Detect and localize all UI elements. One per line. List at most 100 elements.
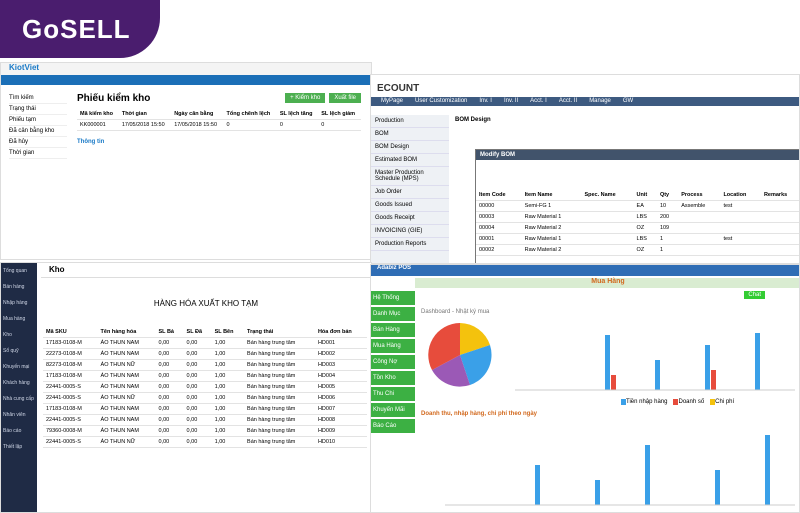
tab[interactable]: Inv. II: [503, 98, 519, 104]
tab[interactable]: Manage: [589, 98, 611, 104]
sidebar-item[interactable]: Goods Receipt: [371, 212, 449, 225]
column-header: Process: [678, 190, 721, 201]
sidebar-item[interactable]: Tổng quan: [3, 268, 27, 274]
cell: test: [720, 200, 761, 212]
cell: 1,00: [211, 337, 245, 349]
cell: 17/05/2018 15:50: [171, 119, 224, 131]
sidebar-item[interactable]: Báo cáo: [3, 428, 22, 434]
button[interactable]: + Kiểm kho: [285, 93, 326, 103]
menu-item[interactable]: Danh Mục: [371, 307, 415, 321]
cell: [581, 233, 634, 245]
sidebar-item[interactable]: INVOICING (GIE): [371, 225, 449, 238]
misa-screen: Tổng quan Bán hàng Nhập hàng Mua hàng Kho Sổ …: [0, 262, 372, 513]
row: 00004 Raw Material 2 OZ 109: [476, 222, 799, 234]
cell: 10: [656, 200, 679, 212]
cell: 0: [223, 119, 277, 131]
button[interactable]: Xuất file: [329, 93, 361, 103]
cell: Bán hàng trung tâm: [244, 403, 315, 415]
row: 17183-0108-M ÁO THUN NAM 0,00 0,00 1,00 Bán h…: [43, 370, 367, 382]
cell: ÁO THUN NAM: [97, 414, 156, 426]
menu-item[interactable]: Thu Chi: [371, 387, 415, 401]
sidebar-item[interactable]: Goods Issued: [371, 199, 449, 212]
tabs: MyPage User Customization Inv. I Inv. II Acc…: [371, 97, 799, 106]
sidebar-item[interactable]: Nhà cung cấp: [3, 396, 34, 402]
cell: 1,00: [211, 425, 245, 437]
table: Mã kiểm kho Thời gian Ngày cân bằng Tổng ch…: [77, 109, 361, 145]
sidebar-item[interactable]: BOM: [371, 128, 449, 141]
menu-item[interactable]: Công Nợ: [371, 355, 415, 369]
cell: 0,00: [155, 359, 184, 371]
cell: 00004: [476, 222, 522, 234]
sidebar-item[interactable]: Nhập hàng: [3, 300, 28, 306]
sidebar-item[interactable]: Khuyến mại: [3, 364, 30, 370]
cell: [720, 244, 761, 256]
cell: [760, 211, 799, 223]
row: 79360-0008-M ÁO THUN NAM 0,00 0,00 1,00 Bán h…: [43, 425, 367, 437]
column-header: SL lệch giảm: [318, 109, 361, 120]
column-header: SL Bả: [155, 327, 184, 338]
row: 22441-0005-S ÁO THUN NỮ 0,00 0,00 1,00 Bán hà…: [43, 392, 367, 404]
sidebar-item[interactable]: Bán hàng: [3, 284, 25, 290]
tab[interactable]: MyPage: [381, 98, 404, 104]
cell: LBS: [633, 233, 657, 245]
cell: 1: [656, 244, 679, 256]
column-header: Item Code: [476, 190, 522, 201]
cell: HD006: [314, 392, 367, 404]
sidebar-item[interactable]: Thiết lập: [3, 444, 23, 450]
cell: Raw Material 2: [521, 222, 582, 234]
menu-item[interactable]: Mua Hàng: [371, 339, 415, 353]
cell: HD004: [314, 370, 367, 382]
cell: 0,00: [183, 414, 212, 426]
sidebar-item[interactable]: Đã cân bằng kho: [9, 126, 67, 137]
cell: Bán hàng trung tâm: [244, 359, 315, 371]
column-header: Unit: [633, 190, 657, 201]
cell: HD002: [314, 348, 367, 360]
cell: 0,00: [183, 337, 212, 349]
cell: ÁO THUN NAM: [97, 348, 156, 360]
menu-item[interactable]: Bán Hàng: [371, 323, 415, 337]
sidebar-item[interactable]: Production: [371, 115, 449, 128]
nav: [1, 75, 371, 85]
header-row: Mã SKU Tên hàng hóa SL Bả SL Đã SL Bên Trạng …: [43, 327, 367, 338]
sidebar-item[interactable]: Nhân viên: [3, 412, 26, 418]
tab[interactable]: GW: [622, 98, 634, 104]
tab[interactable]: Inv. I: [479, 98, 492, 104]
sidebar-item[interactable]: Đã hủy: [9, 137, 67, 148]
cell: 0,00: [183, 381, 212, 393]
tab[interactable]: Acct. II: [558, 98, 578, 104]
menu-item[interactable]: Khuyến Mãi: [371, 403, 415, 417]
chat-button[interactable]: Chat: [744, 291, 765, 299]
sidebar-item[interactable]: Sổ quỹ: [3, 348, 19, 354]
tab[interactable]: User Customization: [415, 98, 468, 104]
menu-item[interactable]: Báo Cáo: [371, 419, 415, 433]
sidebar-item[interactable]: Mua hàng: [3, 316, 26, 322]
sidebar-item[interactable]: Kho: [3, 332, 12, 338]
sidebar-item[interactable]: Khách hàng: [3, 380, 30, 386]
sidebar-item[interactable]: Tìm kiếm: [9, 93, 67, 104]
cell: 0,00: [155, 370, 184, 382]
cell: 0,00: [155, 436, 184, 448]
menu-item[interactable]: Tồn Kho: [371, 371, 415, 385]
dashboard-title: Dashboard - Nhật ký mua: [421, 309, 490, 315]
sidebar-item[interactable]: BOM Design: [371, 141, 449, 154]
cell: [678, 233, 721, 245]
sidebar-item[interactable]: Thời gian: [9, 148, 67, 159]
sidebar-item[interactable]: Job Order: [371, 186, 449, 199]
sidebar-item[interactable]: Estimated BOM: [371, 154, 449, 167]
brand: KiotViet: [9, 63, 40, 72]
legend-item: Doanh số: [673, 399, 704, 405]
cell: Raw Material 2: [521, 244, 582, 256]
sidebar-item[interactable]: Production Reports: [371, 238, 449, 251]
cell: [720, 211, 761, 223]
sidebar-item[interactable]: Phiếu tạm: [9, 115, 67, 126]
tab[interactable]: Acct. I: [530, 98, 547, 104]
column-header: Item Name: [521, 190, 582, 201]
column-header: Mã SKU: [43, 327, 98, 338]
menu-item[interactable]: Hệ Thống: [371, 291, 415, 305]
legend-item: Chi phí: [710, 399, 734, 405]
sidebar-item[interactable]: Master Production Schedule (MPS): [371, 167, 449, 186]
page-title: Mua Hàng: [415, 278, 799, 288]
sidebar-item[interactable]: Trạng thái: [9, 104, 67, 115]
cell: Bán hàng trung tâm: [244, 392, 315, 404]
